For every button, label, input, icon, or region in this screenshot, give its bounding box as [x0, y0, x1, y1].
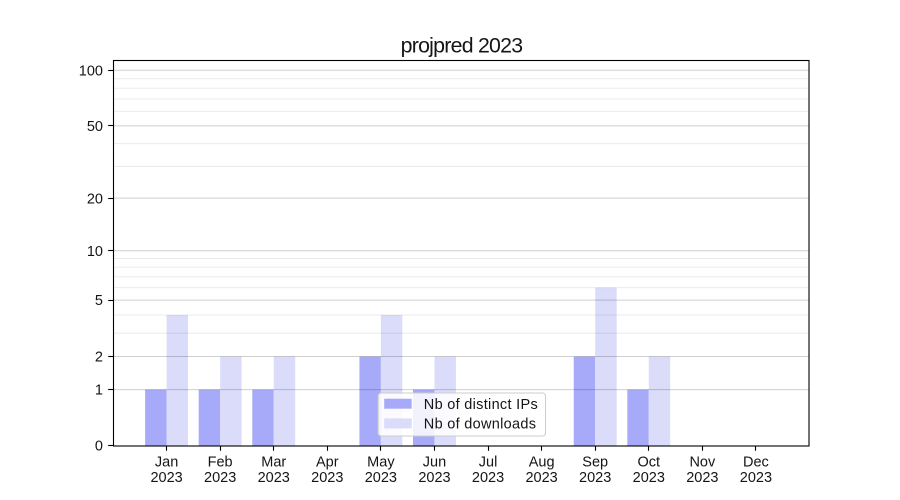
svg-text:5: 5 — [95, 293, 103, 309]
svg-text:20: 20 — [87, 191, 103, 207]
svg-text:Nb of downloads: Nb of downloads — [424, 417, 537, 433]
svg-text:2023: 2023 — [472, 470, 504, 486]
svg-text:Sep: Sep — [582, 454, 608, 470]
svg-text:2023: 2023 — [418, 470, 450, 486]
svg-text:2023: 2023 — [633, 470, 665, 486]
svg-text:2023: 2023 — [525, 470, 557, 486]
svg-text:2023: 2023 — [579, 470, 611, 486]
svg-text:Jun: Jun — [423, 454, 446, 470]
svg-text:Apr: Apr — [316, 454, 339, 470]
svg-text:Mar: Mar — [261, 454, 286, 470]
svg-text:2: 2 — [95, 350, 103, 366]
svg-text:Nov: Nov — [689, 454, 716, 470]
svg-text:projpred 2023: projpred 2023 — [401, 34, 523, 58]
svg-text:2023: 2023 — [204, 470, 236, 486]
svg-text:100: 100 — [79, 63, 103, 79]
svg-text:Aug: Aug — [529, 454, 555, 470]
svg-text:2023: 2023 — [150, 470, 182, 486]
svg-text:50: 50 — [87, 119, 103, 135]
svg-text:10: 10 — [87, 244, 103, 260]
svg-text:Nb of distinct IPs: Nb of distinct IPs — [424, 397, 538, 413]
svg-text:2023: 2023 — [740, 470, 772, 486]
svg-text:Jan: Jan — [155, 454, 178, 470]
svg-text:Oct: Oct — [637, 454, 660, 470]
svg-text:May: May — [367, 454, 395, 470]
svg-text:Jul: Jul — [479, 454, 498, 470]
svg-text:1: 1 — [95, 383, 103, 399]
svg-text:2023: 2023 — [311, 470, 343, 486]
svg-text:Dec: Dec — [743, 454, 769, 470]
svg-text:Feb: Feb — [208, 454, 233, 470]
svg-text:0: 0 — [95, 438, 103, 454]
svg-text:2023: 2023 — [686, 470, 718, 486]
svg-text:2023: 2023 — [258, 470, 290, 486]
svg-text:2023: 2023 — [365, 470, 397, 486]
